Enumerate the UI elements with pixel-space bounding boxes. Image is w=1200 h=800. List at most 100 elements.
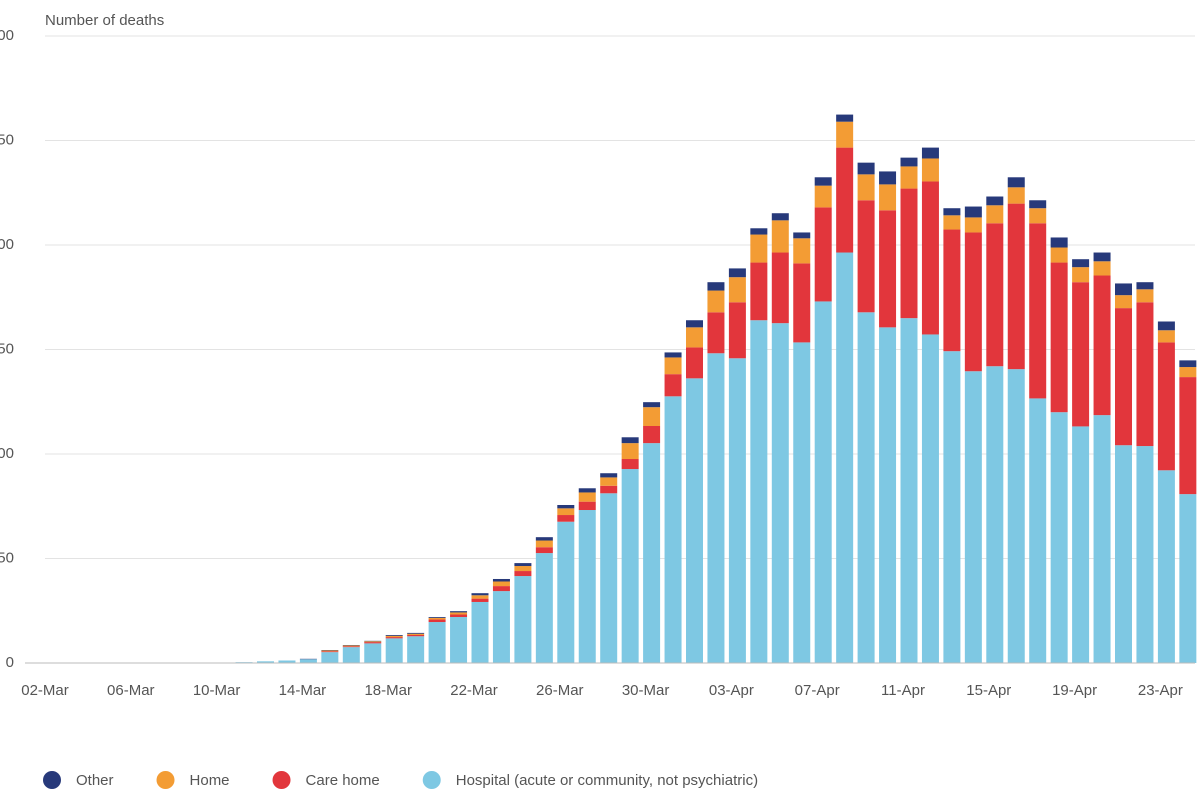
bar-segment	[471, 598, 489, 602]
bar-segment	[1157, 470, 1175, 663]
bar-segment	[1007, 177, 1025, 188]
bar-segment	[428, 622, 446, 663]
bar-segment	[707, 353, 725, 663]
bar-segment	[964, 232, 982, 372]
bar-segment	[1072, 426, 1090, 663]
bar-segment	[814, 185, 832, 208]
bar-segment	[1136, 289, 1154, 303]
bar-segment	[1072, 282, 1090, 427]
bar-segment	[643, 402, 661, 408]
bar-segment	[643, 407, 661, 426]
bar-segment	[771, 220, 789, 253]
bar-segment	[1157, 321, 1175, 331]
y-tick-label: 1000	[0, 236, 14, 253]
bar-segment	[793, 238, 811, 264]
bar-segment	[707, 312, 725, 354]
bar-segment	[321, 650, 339, 652]
bar-segment	[814, 301, 832, 663]
bar-segment	[771, 323, 789, 663]
bar-segment	[621, 459, 639, 470]
bar-segment	[578, 510, 596, 663]
bar-segment	[514, 563, 532, 567]
bar-segment	[750, 228, 768, 235]
bar-segment	[943, 208, 961, 216]
bar-segment	[793, 232, 811, 239]
bar-segment	[1179, 377, 1197, 495]
bar-segment	[728, 302, 746, 359]
y-tick-label: 500	[0, 445, 14, 462]
y-tick-label: 750	[0, 340, 14, 357]
legend-label: Care home	[306, 772, 380, 789]
x-tick-label: 02-Mar	[21, 682, 69, 699]
x-tick-label: 14-Mar	[279, 682, 327, 699]
bar-segment	[407, 636, 425, 663]
bar-segment	[728, 268, 746, 278]
bar-segment	[621, 469, 639, 663]
bar-segment	[278, 660, 296, 663]
bar-segment	[814, 207, 832, 302]
y-tick-label: 1500	[0, 27, 14, 44]
bar-segment	[664, 374, 682, 397]
bar-segment	[1072, 259, 1090, 268]
bar-segment	[986, 223, 1004, 367]
bar-segment	[686, 347, 703, 379]
bar-segment	[600, 473, 618, 478]
bar-segment	[557, 508, 575, 516]
bar-segment	[900, 318, 918, 663]
x-tick-label: 06-Mar	[107, 682, 155, 699]
bar-segment	[836, 147, 854, 253]
bar-segment	[964, 371, 982, 663]
bar-segment	[836, 252, 854, 664]
bar-segment	[1093, 275, 1111, 416]
bar-segment	[364, 641, 382, 643]
bar-segment	[879, 171, 897, 185]
bar-segment	[686, 327, 703, 348]
bar-segment	[728, 277, 746, 303]
bar-segment	[643, 425, 661, 444]
bar-segment	[1093, 415, 1111, 663]
bar-segment	[964, 206, 982, 218]
bar-segment	[321, 652, 339, 663]
bar-segment	[1050, 247, 1068, 263]
bar-segment	[943, 215, 961, 230]
x-tick-label: 19-Apr	[1052, 682, 1097, 699]
x-tick-label: 22-Mar	[450, 682, 498, 699]
bar-segment	[921, 158, 939, 182]
chart-title: Number of deaths	[45, 12, 164, 29]
bar-segment	[535, 540, 553, 548]
bar-segment	[707, 282, 725, 291]
bar-segment	[385, 635, 403, 638]
bar-segment	[857, 200, 875, 313]
bar-segment	[364, 642, 382, 644]
bar-segment	[857, 312, 875, 663]
bar-segment	[364, 643, 382, 663]
x-tick-label: 03-Apr	[709, 682, 754, 699]
legend-marker	[43, 771, 61, 789]
bar-segment	[557, 521, 575, 663]
x-tick-label: 18-Mar	[364, 682, 412, 699]
bar-segment	[1029, 208, 1047, 224]
bar-segment	[1157, 342, 1175, 471]
bar-segment	[686, 378, 703, 663]
bar-segment	[1115, 308, 1132, 446]
bar-segment	[1157, 330, 1175, 343]
bar-segment	[1179, 360, 1197, 368]
bar-segment	[707, 290, 725, 313]
legend-label: Home	[190, 772, 230, 789]
bar-segment	[900, 157, 918, 167]
bar-segment	[342, 645, 360, 647]
bar-segment	[1136, 446, 1154, 663]
x-tick-label: 30-Mar	[622, 682, 670, 699]
bar-segment	[836, 114, 854, 122]
bar-segment	[643, 443, 661, 663]
bar-segment	[492, 586, 510, 592]
bar-segment	[857, 162, 875, 175]
bar-segment	[535, 553, 553, 663]
bar-segment	[471, 595, 489, 599]
bar-segment	[514, 576, 532, 663]
bar-segment	[299, 659, 317, 663]
bar-segment	[1050, 262, 1068, 413]
bar-segment	[450, 617, 468, 663]
bar-segment	[1029, 200, 1047, 209]
bar-segment	[621, 437, 639, 444]
